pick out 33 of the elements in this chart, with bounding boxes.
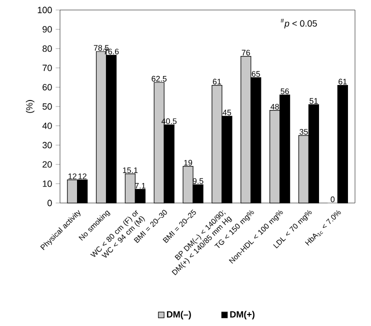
legend-label: DM(+) (230, 310, 254, 320)
y-tick-label: 30 (42, 142, 52, 148)
y-tick-label: 40 (42, 122, 52, 129)
data-label: 19 (184, 160, 192, 166)
data-label: 65 (252, 71, 260, 77)
y-tick-label: 100 (38, 6, 52, 14)
y-axis-title: (%) (26, 100, 34, 113)
annotation: $^{#}$p < 0.05 (280, 18, 317, 28)
y-tick-label: 60 (42, 84, 52, 90)
y-tick-label: 10 (42, 180, 52, 187)
data-label: 76.6 (104, 48, 119, 54)
data-label: 48 (270, 104, 279, 110)
data-label: 12 (78, 173, 86, 180)
data-label: 61 (338, 78, 347, 84)
data-label: 12 (68, 173, 76, 180)
data-label: 15.1 (123, 167, 138, 174)
y-tick-label: 20 (42, 161, 52, 168)
y-tick-label: 80 (42, 45, 52, 52)
data-label: 56 (280, 88, 289, 94)
data-label: 62.5 (152, 76, 167, 82)
y-tick-label: 90 (42, 26, 52, 32)
y-tick-label: 70 (42, 64, 52, 72)
data-label: 76 (242, 50, 250, 56)
y-tick-label: 50 (42, 103, 52, 110)
data-label: 61 (212, 78, 222, 84)
data-label: 35 (300, 128, 308, 135)
data-label: 51 (310, 98, 318, 104)
data-label: 45 (222, 110, 232, 116)
y-tick-label: 0 (48, 200, 52, 206)
data-label: 0 (330, 196, 335, 202)
data-label: 7.1 (135, 182, 146, 188)
legend-label: DM(–) (166, 310, 191, 320)
data-label: 78.5 (94, 45, 109, 51)
